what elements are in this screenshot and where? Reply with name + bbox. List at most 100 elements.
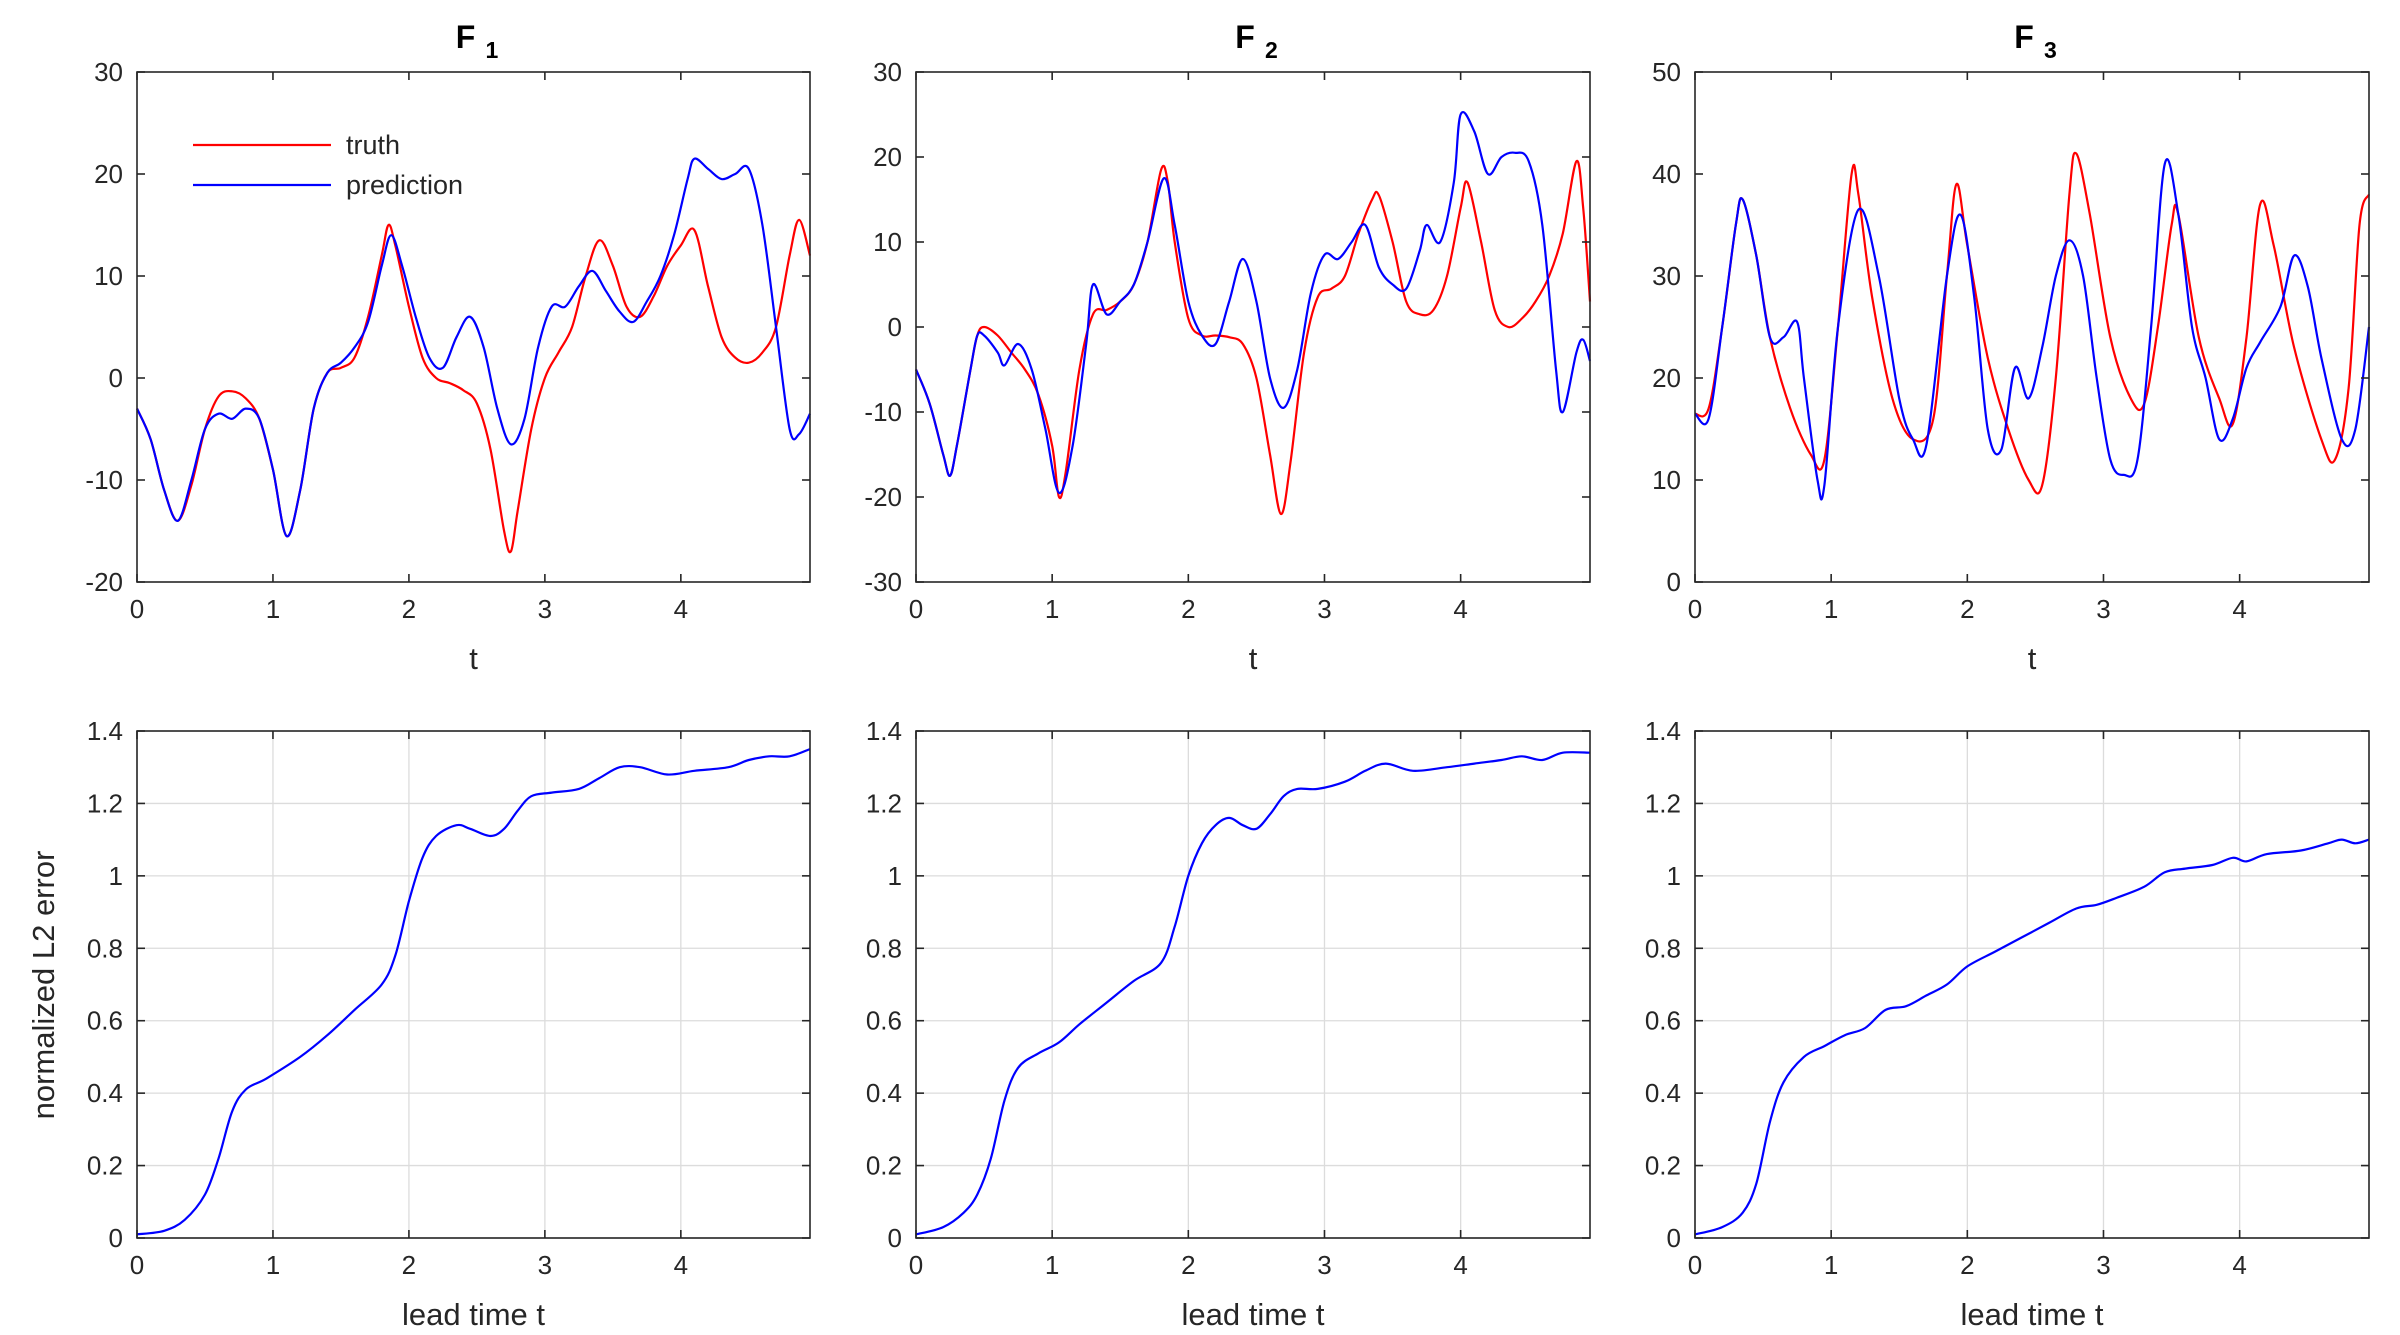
x-axis-label: t — [1249, 641, 1258, 676]
y-tick-label: -20 — [85, 567, 123, 597]
axes-frame — [136, 730, 811, 1239]
x-tick-label: 1 — [1824, 1250, 1838, 1280]
legend-truth-label: truth — [346, 130, 400, 160]
x-tick-label: 2 — [1181, 1250, 1195, 1280]
x-tick-label: 3 — [2096, 1250, 2110, 1280]
y-tick-label: 30 — [1652, 261, 1681, 291]
x-tick-label: 2 — [1181, 594, 1195, 624]
y-tick-label: -10 — [864, 397, 902, 427]
y-tick-label: 10 — [94, 261, 123, 291]
x-tick-label: 0 — [130, 594, 144, 624]
y-tick-label: 0 — [1667, 1223, 1681, 1253]
series-line-error — [915, 751, 1591, 1236]
y-tick-label: 30 — [94, 57, 123, 87]
y-tick-label: -20 — [864, 482, 902, 512]
x-tick-label: 3 — [1317, 594, 1331, 624]
chart-title: F — [2014, 19, 2034, 55]
x-tick-label: 0 — [909, 594, 923, 624]
chart-panel-E3: 0 1 2 3 4 0 0.2 0.4 0.6 0.8 1 1.2 1.4 lead time t — [1645, 716, 2370, 1332]
y-tick-label: 0.8 — [87, 933, 123, 963]
y-tick-label: 0.2 — [1645, 1151, 1681, 1181]
y-tick-label: 0.6 — [866, 1006, 902, 1036]
y-tick-label: 30 — [873, 57, 902, 87]
x-tick-label: 4 — [1453, 1250, 1467, 1280]
y-tick-label: 0 — [1667, 567, 1681, 597]
x-axis-label: t — [469, 641, 478, 676]
y-tick-label: 20 — [94, 159, 123, 189]
y-tick-label: 0 — [888, 1223, 902, 1253]
chart-title-subscript: 1 — [486, 37, 499, 63]
legend-prediction-label: prediction — [346, 170, 463, 200]
y-tick-label: 1.2 — [866, 788, 902, 818]
y-tick-label: 0.4 — [1645, 1078, 1681, 1108]
axes-frame — [1694, 71, 2370, 583]
y-tick-label: 40 — [1652, 159, 1681, 189]
x-tick-label: 4 — [2232, 1250, 2246, 1280]
x-axis-label: t — [2028, 641, 2037, 676]
chart-title: F — [1235, 19, 1255, 55]
series-line-error — [136, 748, 811, 1236]
x-tick-label: 2 — [1960, 1250, 1974, 1280]
figure-ylabel: normalized L2 error — [26, 851, 61, 1120]
y-tick-label: 50 — [1652, 57, 1681, 87]
x-tick-label: 1 — [1824, 594, 1838, 624]
x-tick-label: 3 — [538, 594, 552, 624]
chart-panel-E2: 0 1 2 3 4 0 0.2 0.4 0.6 0.8 1 1.2 1.4 lead time t — [866, 716, 1591, 1332]
chart-panel-E1: 0 1 2 3 4 0 0.2 0.4 0.6 0.8 1 1.2 1.4 lead time t — [87, 716, 811, 1332]
axes-frame — [915, 730, 1591, 1239]
x-axis-label: lead time t — [1181, 1297, 1324, 1332]
y-tick-label: 1 — [109, 861, 123, 891]
x-tick-label: 1 — [1045, 594, 1059, 624]
x-tick-label: 1 — [266, 1250, 280, 1280]
x-tick-label: 2 — [1960, 594, 1974, 624]
x-tick-label: 4 — [2232, 594, 2246, 624]
y-tick-label: 10 — [1652, 465, 1681, 495]
axes-frame — [1694, 730, 2370, 1239]
x-tick-label: 3 — [2096, 594, 2110, 624]
series-line-error — [1694, 838, 2370, 1236]
axes-frame — [915, 71, 1591, 583]
x-tick-label: 2 — [402, 1250, 416, 1280]
x-tick-label: 1 — [1045, 1250, 1059, 1280]
x-tick-label: 3 — [538, 1250, 552, 1280]
series-line-truth — [914, 160, 1592, 516]
chart-title-subscript: 3 — [2044, 37, 2057, 63]
y-tick-label: 1 — [1667, 861, 1681, 891]
x-tick-label: 0 — [1688, 594, 1702, 624]
x-tick-label: 3 — [1317, 1250, 1331, 1280]
x-axis-label: lead time t — [1960, 1297, 2103, 1332]
y-tick-label: 0.8 — [1645, 933, 1681, 963]
y-tick-label: 20 — [873, 142, 902, 172]
y-tick-label: 1.2 — [87, 788, 123, 818]
y-tick-label: 1.4 — [87, 716, 123, 746]
y-tick-label: 0.2 — [87, 1151, 123, 1181]
y-tick-label: 0 — [109, 363, 123, 393]
chart-title: F — [456, 19, 476, 55]
x-tick-label: 2 — [402, 594, 416, 624]
y-tick-label: 1.4 — [866, 716, 902, 746]
x-tick-label: 0 — [909, 1250, 923, 1280]
y-tick-label: 0.2 — [866, 1151, 902, 1181]
y-tick-label: 0 — [888, 312, 902, 342]
x-tick-label: 4 — [674, 594, 688, 624]
axes-frame — [136, 71, 811, 583]
x-tick-label: 4 — [674, 1250, 688, 1280]
series-line-prediction — [1694, 158, 2371, 501]
y-tick-label: 1.4 — [1645, 716, 1681, 746]
y-tick-label: -30 — [864, 567, 902, 597]
y-tick-label: 0.4 — [87, 1078, 123, 1108]
y-tick-label: 1.2 — [1645, 788, 1681, 818]
x-tick-label: 4 — [1453, 594, 1467, 624]
y-tick-label: 20 — [1652, 363, 1681, 393]
series-line-prediction — [135, 157, 811, 538]
x-tick-label: 0 — [1688, 1250, 1702, 1280]
y-tick-label: 0.6 — [87, 1006, 123, 1036]
x-axis-label: lead time t — [402, 1297, 545, 1332]
y-tick-label: 0.6 — [1645, 1006, 1681, 1036]
y-tick-label: 0.8 — [866, 933, 902, 963]
chart-title-subscript: 2 — [1265, 37, 1278, 63]
